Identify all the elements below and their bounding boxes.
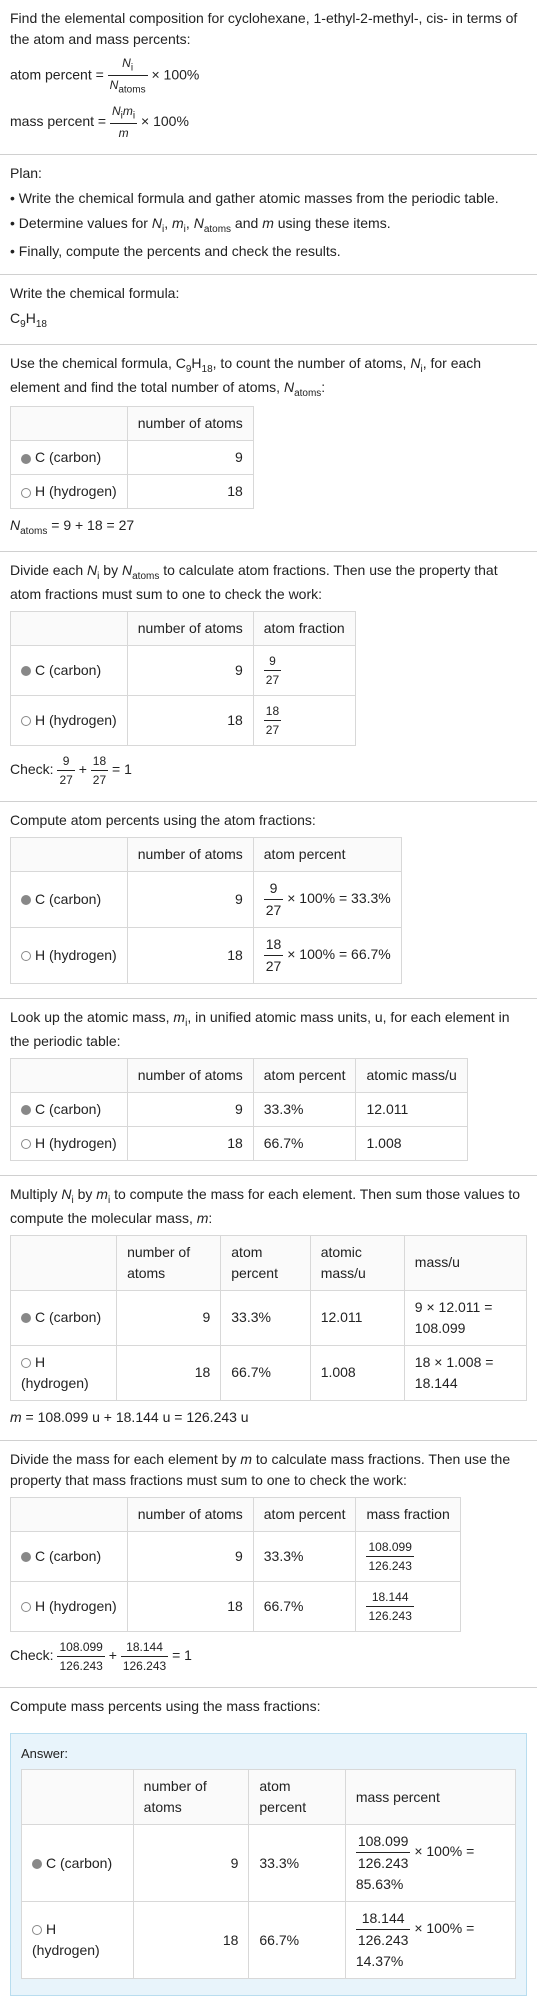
table-row: C (carbon) 9 33.3% 108.099126.243 <box>11 1531 461 1581</box>
table-header: number of atoms atom percent mass percen… <box>22 1770 516 1825</box>
carbon-dot-icon <box>21 1552 31 1562</box>
final-intro: Compute mass percents using the mass fra… <box>10 1696 527 1717</box>
carbon-dot-icon <box>21 454 31 464</box>
atom-percent-label: atom percent = <box>10 67 104 83</box>
table-header: number of atoms atom fraction <box>11 611 356 645</box>
hydrogen-dot-icon <box>21 1602 31 1612</box>
count-sum: Natoms = 9 + 18 = 27 <box>10 515 527 539</box>
hydrogen-dot-icon <box>21 488 31 498</box>
mass-percent-label: mass percent = <box>10 113 106 129</box>
intro-text: Find the elemental composition for cyclo… <box>10 8 527 50</box>
col-num-atoms: number of atoms <box>127 407 253 441</box>
table-row: C (carbon) 9 33.3% 12.011 9 × 12.011 = 1… <box>11 1290 527 1345</box>
carbon-dot-icon <box>21 1105 31 1115</box>
atomicmass-section: Look up the atomic mass, mi, in unified … <box>0 999 537 1176</box>
table-row: H (hydrogen) 18 1827 <box>11 695 356 745</box>
chemical-formula: C9H18 <box>10 308 527 332</box>
hydrogen-count: 18 <box>127 475 253 509</box>
intro-section: Find the elemental composition for cyclo… <box>0 0 537 155</box>
count-section: Use the chemical formula, C9H18, to coun… <box>0 345 537 552</box>
count-table: number of atoms C (carbon) 9 H (hydrogen… <box>10 406 254 509</box>
atomfrac-section: Divide each Ni by Natoms to calculate at… <box>0 552 537 802</box>
hydrogen-dot-icon <box>21 716 31 726</box>
table-row: C (carbon) 9 33.3% 12.011 <box>11 1092 468 1126</box>
massfrac-section: Divide the mass for each element by m to… <box>0 1441 537 1688</box>
col-num-atoms: number of atoms <box>127 611 253 645</box>
hydrogen-dot-icon <box>21 1139 31 1149</box>
massfrac-intro: Divide the mass for each element by m to… <box>10 1449 527 1491</box>
table-row: C (carbon) 9 33.3% 108.099126.243 × 100%… <box>22 1825 516 1902</box>
table-row: C (carbon) 9 927 × 100% = 33.3% <box>11 871 402 927</box>
hydrogen-dot-icon <box>32 1925 42 1935</box>
formula-label: Write the chemical formula: <box>10 283 527 304</box>
atomfrac-intro: Divide each Ni by Natoms to calculate at… <box>10 560 527 605</box>
final-section: Compute mass percents using the mass fra… <box>0 1688 537 1729</box>
massfrac-table: number of atoms atom percent mass fracti… <box>10 1497 461 1632</box>
times-100-2: × 100% <box>141 113 189 129</box>
carbon-dot-icon <box>21 895 31 905</box>
elemmass-intro: Multiply Ni by mi to compute the mass fo… <box>10 1184 527 1229</box>
table-row: H (hydrogen) 18 1827 × 100% = 66.7% <box>11 927 402 983</box>
col-atom-fraction: atom fraction <box>253 611 355 645</box>
carbon-dot-icon <box>21 666 31 676</box>
table-row: C (carbon) 9 927 <box>11 645 356 695</box>
answer-table: number of atoms atom percent mass percen… <box>21 1769 516 1979</box>
atom-percent-fraction: Ni Natoms <box>108 54 148 98</box>
atomicmass-table: number of atoms atom percent atomic mass… <box>10 1058 468 1161</box>
table-row: H (hydrogen) 18 <box>11 475 254 509</box>
carbon-dot-icon <box>21 1313 31 1323</box>
answer-label: Answer: <box>21 1744 516 1764</box>
mass-percent-formula: mass percent = Nimi m × 100% <box>10 102 527 142</box>
atomfrac-check: Check: 927 + 1827 = 1 <box>10 752 527 789</box>
answer-box: Answer: number of atoms atom percent mas… <box>10 1733 527 1997</box>
times-100: × 100% <box>151 67 199 83</box>
plan-item-1: • Write the chemical formula and gather … <box>10 188 527 209</box>
table-header: number of atoms atom percent atomic mass… <box>11 1058 468 1092</box>
carbon-label: C (carbon) <box>35 449 101 465</box>
table-row: H (hydrogen) 18 66.7% 18.144126.243 <box>11 1581 461 1631</box>
count-intro: Use the chemical formula, C9H18, to coun… <box>10 353 527 401</box>
table-header: number of atoms atom percent <box>11 837 402 871</box>
plan-item-2: • Determine values for Ni, mi, Natoms an… <box>10 213 527 237</box>
carbon-count: 9 <box>127 441 253 475</box>
atomfrac-table: number of atoms atom fraction C (carbon)… <box>10 611 356 746</box>
mass-percent-fraction: Nimi m <box>110 102 137 142</box>
table-header: number of atoms atom percent atomic mass… <box>11 1235 527 1290</box>
table-row: C (carbon) 9 <box>11 441 254 475</box>
table-header: number of atoms atom percent mass fracti… <box>11 1497 461 1531</box>
atomicmass-intro: Look up the atomic mass, mi, in unified … <box>10 1007 527 1052</box>
plan-item-3: • Finally, compute the percents and chec… <box>10 241 527 262</box>
atompercent-section: Compute atom percents using the atom fra… <box>0 802 537 999</box>
atompercent-table: number of atoms atom percent C (carbon) … <box>10 837 402 984</box>
hydrogen-dot-icon <box>21 1358 31 1368</box>
plan-heading: Plan: <box>10 163 527 184</box>
elemmass-table: number of atoms atom percent atomic mass… <box>10 1235 527 1401</box>
atom-percent-formula: atom percent = Ni Natoms × 100% <box>10 54 527 98</box>
massfrac-check: Check: 108.099126.243 + 18.144126.243 = … <box>10 1638 527 1675</box>
hydrogen-label: H (hydrogen) <box>35 483 117 499</box>
carbon-dot-icon <box>32 1859 42 1869</box>
table-header: number of atoms <box>11 407 254 441</box>
table-row: H (hydrogen) 18 66.7% 18.144126.243 × 10… <box>22 1902 516 1979</box>
formula-section: Write the chemical formula: C9H18 <box>0 275 537 345</box>
elemmass-sum: m = 108.099 u + 18.144 u = 126.243 u <box>10 1407 527 1428</box>
hydrogen-dot-icon <box>21 951 31 961</box>
elemmass-section: Multiply Ni by mi to compute the mass fo… <box>0 1176 537 1441</box>
table-row: H (hydrogen) 18 66.7% 1.008 <box>11 1126 468 1160</box>
atompercent-intro: Compute atom percents using the atom fra… <box>10 810 527 831</box>
table-row: H (hydrogen) 18 66.7% 1.008 18 × 1.008 =… <box>11 1345 527 1400</box>
plan-section: Plan: • Write the chemical formula and g… <box>0 155 537 275</box>
